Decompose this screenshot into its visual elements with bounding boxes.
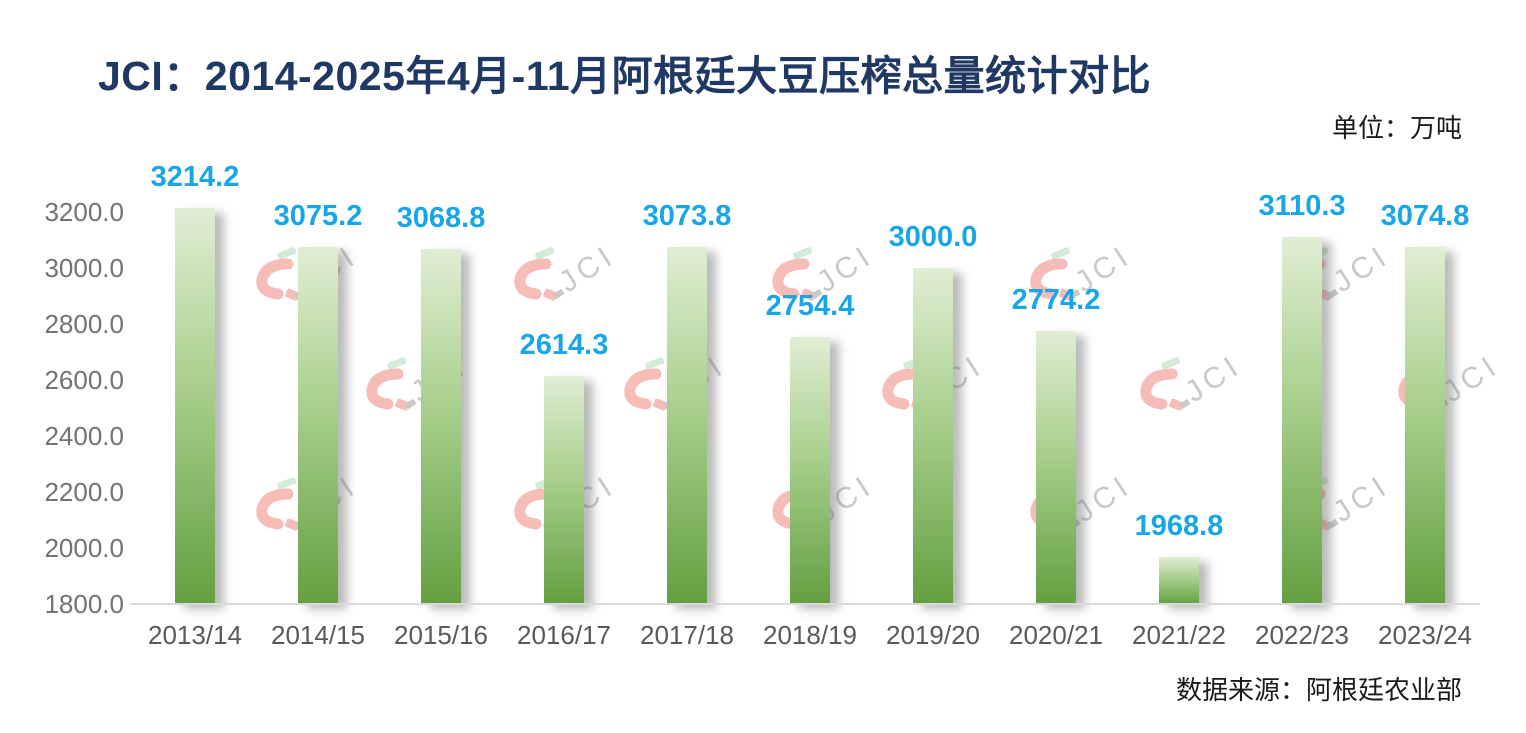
data-label: 2614.3 [519, 328, 609, 361]
y-axis-tick-label: 2000.0 [44, 533, 124, 563]
x-axis-tick-label: 2014/15 [271, 620, 365, 650]
x-axis-tick-label: 2018/19 [763, 620, 857, 650]
y-axis-tick-label: 3200.0 [44, 197, 124, 227]
unit-label: 单位：万吨 [1331, 113, 1462, 143]
y-axis-tick-label: 2600.0 [44, 365, 124, 395]
x-axis-tick-label: 2021/22 [1132, 620, 1226, 650]
x-axis-tick-label: 2016/17 [517, 620, 611, 650]
bar-2020/21 [1036, 331, 1076, 604]
x-axis-tick-label: 2019/20 [886, 620, 980, 650]
y-axis-tick-label: 1800.0 [44, 589, 124, 619]
x-axis-tick-label: 2020/21 [1009, 620, 1103, 650]
bar-2023/24 [1405, 247, 1445, 604]
x-axis-tick-label: 2022/23 [1255, 620, 1349, 650]
x-axis-line [130, 603, 1480, 605]
bar-2015/16 [421, 248, 461, 604]
x-axis-tick-label: 2013/14 [148, 620, 242, 650]
bar-2019/20 [913, 268, 953, 604]
data-label: 3110.3 [1258, 190, 1346, 223]
data-label: 3214.2 [150, 161, 240, 194]
y-axis-tick-label: 3000.0 [44, 253, 124, 283]
data-label: 3074.8 [1380, 200, 1470, 233]
data-source-label: 数据来源：阿根廷农业部 [1175, 675, 1462, 705]
y-axis-tick-label: 2800.0 [44, 309, 124, 339]
data-label: 3073.8 [642, 200, 732, 233]
data-label: 2754.4 [765, 289, 855, 322]
data-label: 3000.0 [888, 221, 978, 253]
bar-2017/18 [667, 247, 707, 604]
y-axis-tick-label: 2400.0 [44, 421, 124, 451]
x-axis-tick-label: 2017/18 [640, 620, 734, 650]
y-axis-tick-label: 2200.0 [44, 477, 124, 507]
x-axis-tick-label: 2023/24 [1378, 620, 1472, 650]
chart-title: JCI：2014-2025年4月-11月阿根廷大豆压榨总量统计对比 [98, 53, 1152, 99]
x-axis-tick-label: 2015/16 [394, 620, 488, 650]
bar-2013/14 [175, 208, 215, 604]
bar-2014/15 [298, 246, 338, 604]
data-label: 2774.2 [1011, 284, 1101, 317]
data-label: 3068.8 [396, 201, 486, 234]
data-label: 1968.8 [1134, 509, 1224, 542]
bar-2018/19 [790, 336, 830, 604]
data-label: 3075.2 [273, 199, 363, 232]
bar-2021/22 [1159, 556, 1199, 604]
